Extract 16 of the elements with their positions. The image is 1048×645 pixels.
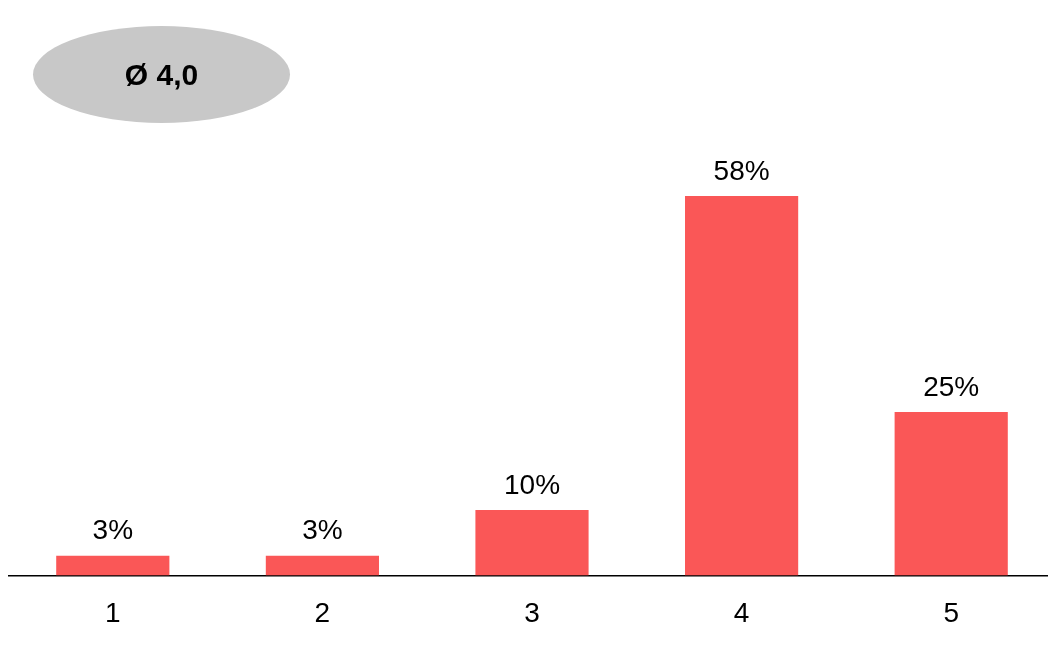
text: Ø 4,0 bbox=[124, 57, 199, 92]
x-tick-label: 3 bbox=[524, 596, 540, 628]
bar bbox=[56, 555, 170, 576]
bar bbox=[894, 411, 1008, 576]
data-label: 10% bbox=[503, 468, 561, 500]
bar bbox=[475, 510, 589, 576]
x-tick-label: 2 bbox=[314, 596, 331, 628]
x-tick-label: 1 bbox=[105, 596, 121, 628]
x-tick-label: 5 bbox=[943, 596, 959, 628]
data-label: 3% bbox=[302, 514, 343, 546]
data-label: 58% bbox=[713, 154, 770, 186]
data-label: 25% bbox=[923, 370, 980, 402]
data-label: 3% bbox=[92, 514, 134, 546]
x-tick-label: 4 bbox=[733, 596, 750, 628]
bar bbox=[265, 555, 379, 576]
bar bbox=[685, 196, 799, 576]
